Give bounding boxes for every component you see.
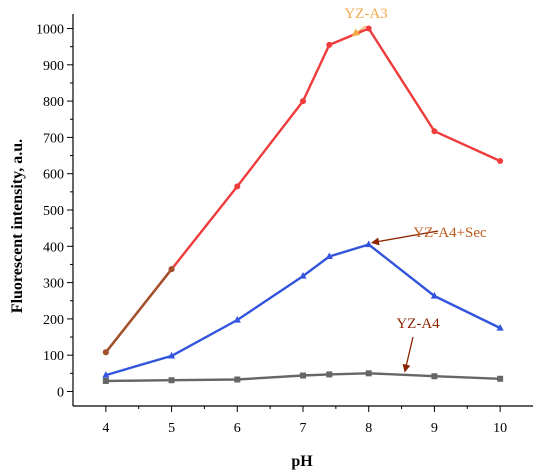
data-point-yz-a4-sec	[299, 272, 307, 279]
series-line-yz-a3	[104, 27, 501, 354]
data-point-overlay	[168, 266, 175, 273]
x-tick-label: 10	[493, 421, 507, 436]
y-tick-label: 500	[43, 204, 64, 219]
data-point-yz-a4-sec	[430, 292, 439, 299]
y-tick-label: 400	[43, 240, 64, 255]
series-segment-overlay	[104, 268, 173, 354]
y-tick-label: 300	[43, 277, 64, 292]
y-tick-label: 900	[43, 59, 64, 74]
data-point-overlay	[102, 349, 109, 356]
data-point-yz-a4	[497, 375, 504, 382]
annotation-arrow	[402, 336, 414, 373]
data-point-yz-a3	[497, 158, 504, 164]
annotation-arrow	[371, 230, 439, 246]
data-point-yz-a3	[300, 98, 306, 105]
data-point-yz-a4-sec	[167, 351, 176, 359]
x-axis-title: pH	[291, 453, 313, 470]
annotation-arrow	[351, 25, 367, 37]
data-point-yz-a3	[234, 183, 241, 190]
data-point-yz-a4-sec	[496, 323, 504, 331]
series-line-yz-a4-sec	[105, 243, 501, 377]
series-line-yz-a4	[105, 372, 501, 383]
data-point-yz-a4	[365, 370, 372, 377]
data-point-yz-a4	[431, 373, 438, 380]
x-tick-label: 6	[234, 421, 241, 436]
annotations: YZ-A3 YZ-A4+Sec YZ-A4	[344, 6, 487, 373]
data-point-yz-a4	[234, 376, 241, 383]
y-tick-label: 1000	[36, 23, 64, 38]
annotation-label: YZ-A4	[396, 316, 440, 332]
y-tick-label: 600	[43, 168, 64, 183]
data-point-yz-a4-sec	[325, 252, 333, 260]
data-point-yz-a4	[102, 377, 109, 384]
data-point-yz-a4-sec	[233, 315, 241, 323]
y-tick-label: 0	[57, 385, 64, 400]
data-point-yz-a3	[431, 128, 438, 135]
y-tick-label: 200	[43, 313, 64, 328]
annotation-label: YZ-A4+Sec	[413, 225, 487, 241]
data-point-yz-a4	[326, 371, 333, 378]
y-tick-label: 100	[43, 349, 64, 364]
data-point-yz-a3	[326, 41, 333, 48]
y-axis-title: Fluorescent intensity, a.u.	[9, 139, 26, 313]
x-tick-label: 7	[300, 421, 307, 436]
data-point-yz-a3	[365, 25, 372, 32]
data-point-yz-a4	[168, 377, 175, 384]
x-tick-label: 4	[102, 421, 109, 436]
y-tick-label: 800	[43, 95, 64, 110]
data-point-yz-a4	[300, 372, 306, 379]
data-point-yz-a4-sec	[365, 240, 373, 248]
data-point-yz-a4-sec	[102, 371, 110, 378]
x-tick-label: 8	[365, 421, 372, 436]
annotation-label: YZ-A3	[344, 6, 387, 22]
y-tick-label: 700	[43, 131, 64, 146]
x-tick-label: 9	[431, 421, 438, 436]
x-tick-label: 5	[168, 421, 175, 436]
series-group	[102, 25, 504, 384]
